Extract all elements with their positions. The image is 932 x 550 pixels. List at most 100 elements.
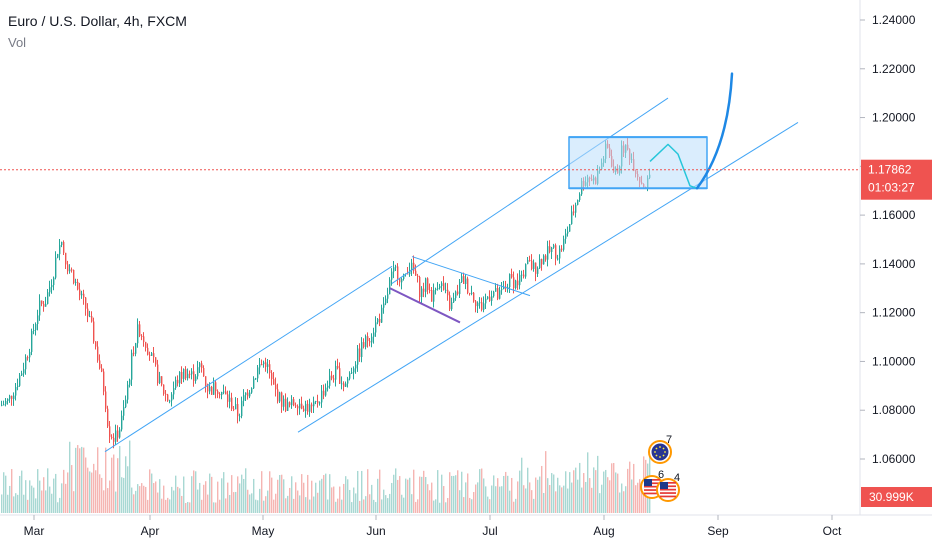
candle-up <box>325 387 327 396</box>
candle-down <box>193 371 195 381</box>
time-scale[interactable]: Mar Apr May Jun Jul Aug Sep Oct <box>24 515 842 538</box>
volume-bar <box>493 475 495 513</box>
volume-bar <box>29 480 31 513</box>
volume-bar <box>25 480 27 513</box>
volume-bar <box>85 457 87 513</box>
candle-up <box>129 379 131 385</box>
volume-bar <box>451 475 453 513</box>
volume-bar <box>579 462 581 513</box>
candle-up <box>123 407 125 416</box>
event-count: 6 <box>658 469 664 481</box>
volume-bar <box>385 495 387 513</box>
candle-down <box>497 288 499 299</box>
candle-down <box>449 295 451 310</box>
candle-up <box>567 231 569 234</box>
range-box[interactable] <box>568 136 708 190</box>
candle-down <box>91 316 93 322</box>
volume-bar <box>357 470 359 513</box>
channel-upper-line[interactable] <box>391 97 669 284</box>
candle-down <box>71 269 73 271</box>
economic-events[interactable]: 7 6 4 <box>640 434 680 502</box>
volume-bar <box>267 490 269 513</box>
volume-bar <box>103 490 105 513</box>
candle-down <box>201 363 203 369</box>
candle-up <box>321 390 323 403</box>
candle-down <box>271 373 273 380</box>
volume-bar <box>239 483 241 513</box>
candle-up <box>579 194 581 201</box>
volume-bar <box>427 484 429 513</box>
volume-bar <box>255 499 257 513</box>
candle-up <box>305 403 307 412</box>
candle-down <box>369 341 371 343</box>
candle-up <box>309 404 311 412</box>
candle-up <box>31 331 33 352</box>
volume-bar <box>67 472 69 513</box>
channel-line-start[interactable] <box>104 265 393 453</box>
volume-bar <box>209 473 211 513</box>
candle-down <box>107 408 109 427</box>
volume-bar <box>181 495 183 513</box>
volume-bar <box>299 495 301 513</box>
projection-wave[interactable] <box>649 143 698 189</box>
chart-legend: Euro / U.S. Dollar, 4h, FXCM Vol <box>8 11 187 53</box>
candle-up <box>329 375 331 386</box>
candle-down <box>93 321 95 342</box>
volume-bar <box>31 485 33 513</box>
candle-up <box>487 296 489 299</box>
volume-bar <box>73 491 75 513</box>
volume-bar <box>405 478 407 513</box>
projection-spike[interactable] <box>695 72 734 190</box>
us-flag-icon[interactable]: 4 <box>656 472 680 502</box>
volume-bar <box>563 485 565 513</box>
volume-bar <box>273 499 275 513</box>
event-count: 4 <box>674 472 680 484</box>
candle-down <box>105 391 107 409</box>
trend-drawings[interactable] <box>104 72 799 453</box>
candle-up <box>5 400 7 405</box>
channel-lower-line[interactable] <box>297 122 799 433</box>
volume-bar <box>75 447 77 513</box>
volume-bar <box>177 486 179 513</box>
wedge-upper-line[interactable] <box>411 256 531 297</box>
candle-up <box>81 293 83 296</box>
volume-bar <box>79 448 81 513</box>
volume-bar <box>45 490 47 513</box>
volume-bar <box>65 483 67 513</box>
candle-down <box>143 336 145 342</box>
candle-up <box>267 364 269 367</box>
volume-bar <box>13 496 15 513</box>
volume-bar <box>293 498 295 513</box>
price-scale[interactable]: 1.240001.220001.200001.180001.160001.140… <box>860 13 916 466</box>
candle-down <box>517 280 519 286</box>
eu-flag-icon[interactable]: 7 <box>648 434 672 464</box>
volume-tag: 30.999K <box>861 487 932 507</box>
volume-bar <box>241 474 243 513</box>
candle-up <box>195 376 197 381</box>
volume-bar <box>237 476 239 513</box>
candle-up <box>527 260 529 265</box>
candle-up <box>503 286 505 290</box>
volume-bar <box>251 493 253 513</box>
volume-bar <box>387 498 389 513</box>
volume-indicator-label[interactable]: Vol <box>8 35 27 50</box>
volume-bar <box>609 480 611 513</box>
candle-down <box>99 360 101 369</box>
volume-bar <box>97 447 99 513</box>
candle-up <box>75 281 77 284</box>
volume-bar <box>467 473 469 513</box>
candle-down <box>97 346 99 361</box>
volume-bar <box>313 496 315 513</box>
symbol-title[interactable]: Euro / U.S. Dollar, 4h, FXCM <box>8 13 187 29</box>
wedge-lower-line[interactable] <box>389 287 461 324</box>
candle-down <box>79 289 81 296</box>
candle-up <box>319 402 321 404</box>
volume-bar <box>249 494 251 513</box>
candle-up <box>191 371 193 375</box>
volume-bar <box>221 478 223 513</box>
volume-bar <box>351 502 353 513</box>
candle-up <box>433 290 435 302</box>
volume-bar <box>447 497 449 513</box>
volume-bar <box>561 487 563 513</box>
